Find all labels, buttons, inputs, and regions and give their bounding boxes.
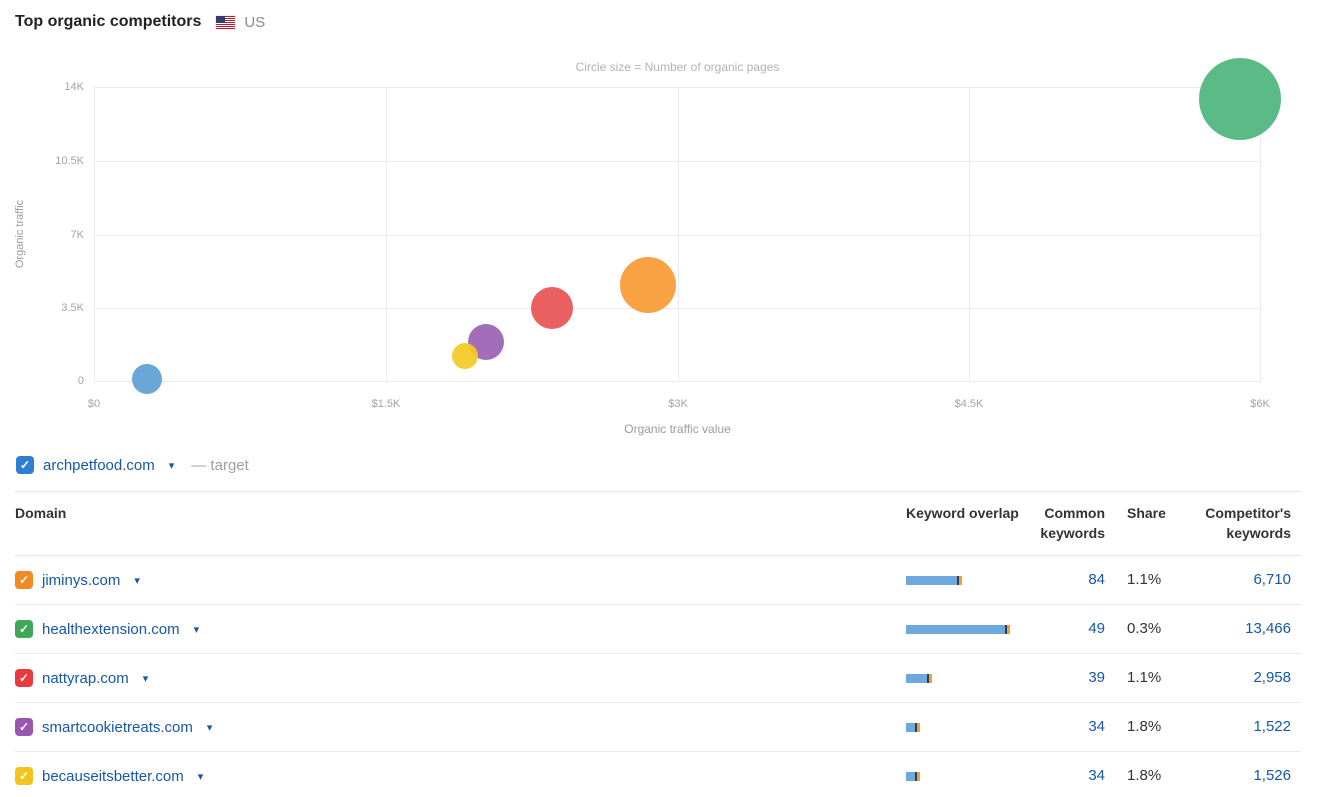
gridline-h: [94, 235, 1261, 236]
x-tick-label: $1.5K: [371, 398, 401, 410]
bubble-healthextension.com[interactable]: [1199, 58, 1281, 140]
domain-link[interactable]: healthextension.com: [42, 620, 180, 638]
competitors-table: Domain Keyword overlap Common keywords S…: [15, 491, 1301, 797]
us-flag-icon: [216, 15, 236, 29]
table-header-row: Domain Keyword overlap Common keywords S…: [15, 491, 1301, 556]
chevron-down-icon[interactable]: ▾: [197, 770, 204, 783]
row-checkbox[interactable]: ✓: [15, 620, 33, 638]
table-row: ✓ healthextension.com ▾ 49 0.3% 13,466: [15, 605, 1301, 654]
chart-legend: ✓ archpetfood.com ▾ — target: [16, 456, 249, 474]
y-tick-label: 0: [77, 375, 84, 387]
domain-link[interactable]: smartcookietreats.com: [42, 718, 193, 736]
row-checkbox[interactable]: ✓: [15, 718, 33, 736]
table-row: ✓ jiminys.com ▾ 84 1.1% 6,710: [15, 556, 1301, 605]
competitor-keywords-value[interactable]: 2,958: [1253, 669, 1291, 686]
chevron-down-icon[interactable]: ▾: [142, 672, 149, 685]
target-checkbox[interactable]: ✓: [16, 456, 34, 474]
gridline-h: [94, 87, 1261, 88]
y-tick-label: 10.5K: [55, 155, 84, 167]
plot-area: [94, 58, 1281, 394]
gridline-h: [94, 308, 1261, 309]
report-header: Top organic competitors US: [15, 13, 265, 31]
domain-link[interactable]: nattyrap.com: [42, 669, 129, 687]
y-tick-label: 3.5K: [61, 302, 84, 314]
gridline-v: [94, 87, 95, 382]
keyword-overlap-bar: [906, 624, 1028, 634]
y-tick-label: 7K: [70, 229, 84, 241]
gridline-h: [94, 161, 1261, 162]
table-body: ✓ jiminys.com ▾ 84 1.1% 6,710 ✓ healthextension…: [15, 556, 1301, 797]
share-value: 1.8%: [1127, 767, 1162, 784]
chevron-down-icon[interactable]: ▾: [193, 623, 200, 636]
gridline-v: [969, 87, 970, 382]
page-title: Top organic competitors: [15, 13, 202, 30]
col-header-keyword-overlap: Keyword overlap: [906, 505, 1019, 521]
region-label: US: [244, 13, 266, 31]
row-checkbox[interactable]: ✓: [15, 571, 33, 589]
bubble-archpetfood.com[interactable]: [132, 364, 162, 394]
domain-link[interactable]: jiminys.com: [42, 571, 121, 589]
target-domain-link[interactable]: archpetfood.com: [43, 456, 155, 474]
common-keywords-value[interactable]: 84: [1088, 571, 1105, 588]
bubble-becauseitsbetter.com[interactable]: [452, 343, 478, 369]
col-header-common-keywords: Common keywords: [1040, 505, 1105, 541]
col-header-share: Share: [1127, 505, 1166, 521]
x-tick-label: $6K: [1250, 398, 1270, 410]
domain-link[interactable]: becauseitsbetter.com: [42, 767, 184, 785]
common-keywords-value[interactable]: 34: [1088, 718, 1105, 735]
competitor-keywords-value[interactable]: 13,466: [1245, 620, 1291, 637]
chevron-down-icon[interactable]: ▾: [134, 574, 140, 587]
keyword-overlap-bar: [906, 673, 1028, 683]
x-tick-label: $0: [87, 398, 101, 410]
gridline-v: [386, 87, 387, 382]
table-row: ✓ smartcookietreats.com ▾ 34 1.8% 1,522: [15, 703, 1301, 752]
share-value: 1.1%: [1127, 669, 1162, 686]
competitor-keywords-value[interactable]: 1,522: [1253, 718, 1291, 735]
col-header-competitors-keywords: Competitor's keywords: [1205, 505, 1291, 541]
keyword-overlap-bar: [906, 722, 1028, 732]
row-checkbox[interactable]: ✓: [15, 669, 33, 687]
gridline-v: [678, 87, 679, 382]
keyword-overlap-bar: [906, 575, 1028, 585]
common-keywords-value[interactable]: 49: [1088, 620, 1105, 637]
chevron-down-icon[interactable]: ▾: [168, 459, 175, 472]
competitor-keywords-value[interactable]: 1,526: [1253, 767, 1291, 784]
competitor-keywords-value[interactable]: 6,710: [1253, 571, 1291, 588]
circle-size-note: Circle size = Number of organic pages: [575, 60, 780, 74]
bubble-jiminys.com[interactable]: [620, 257, 676, 313]
common-keywords-value[interactable]: 39: [1088, 669, 1105, 686]
x-axis-title: Organic traffic value: [624, 422, 731, 436]
table-row: ✓ becauseitsbetter.com ▾ 34 1.8% 1,526: [15, 752, 1301, 797]
share-value: 0.3%: [1127, 620, 1162, 637]
bubble-nattyrap.com[interactable]: [531, 287, 573, 329]
chevron-down-icon[interactable]: ▾: [206, 721, 213, 734]
target-label: — target: [191, 456, 249, 474]
x-tick-label: $4.5K: [954, 398, 984, 410]
share-value: 1.1%: [1127, 571, 1162, 588]
common-keywords-value[interactable]: 34: [1088, 767, 1105, 784]
share-value: 1.8%: [1127, 718, 1162, 735]
row-checkbox[interactable]: ✓: [15, 767, 33, 785]
gridline-v: [1260, 87, 1261, 382]
y-tick-label: 14K: [64, 81, 84, 93]
table-row: ✓ nattyrap.com ▾ 39 1.1% 2,958: [15, 654, 1301, 703]
x-tick-label: $3K: [668, 398, 688, 410]
gridline-h: [94, 381, 1261, 382]
col-header-domain: Domain: [15, 505, 67, 521]
keyword-overlap-bar: [906, 771, 1028, 781]
